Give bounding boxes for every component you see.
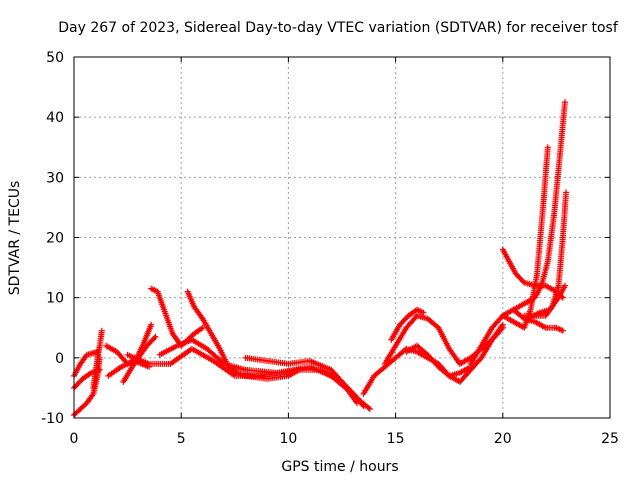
y-tick-label: 50 [46, 50, 64, 66]
x-tick-label: 20 [494, 431, 512, 447]
data-points [71, 99, 570, 418]
series-arc-t [510, 99, 568, 313]
series-markers [90, 327, 105, 391]
series-arc-s [499, 144, 551, 331]
series-arc-f [120, 321, 155, 385]
series-arc-o [388, 306, 427, 343]
series-arc-j [184, 288, 303, 382]
y-axis-label: SDTVAR / TECUs [7, 181, 23, 296]
x-tick-label: 10 [279, 431, 297, 447]
series-markers [184, 288, 303, 382]
series-arc-l [242, 354, 361, 406]
x-tick-label: 25 [601, 431, 619, 447]
y-tick-label: 20 [46, 231, 64, 247]
series-arc-g [105, 357, 153, 379]
y-tick-label: 30 [46, 170, 64, 186]
series-markers [242, 354, 361, 406]
series-markers [499, 144, 551, 331]
chart-title: Day 267 of 2023, Sidereal Day-to-day VTE… [58, 20, 619, 36]
x-tick-label: 0 [70, 431, 79, 447]
y-axis-ticks: -10 0 10 20 30 40 50 [41, 50, 610, 427]
grid [74, 57, 610, 418]
y-tick-label: 40 [46, 110, 64, 126]
series-markers [525, 282, 568, 322]
series-markers [105, 357, 153, 379]
series-markers [360, 345, 474, 397]
x-tick-label: 15 [387, 431, 405, 447]
series-arc-d [90, 327, 105, 391]
series-arc-h [148, 285, 206, 349]
series-markers [510, 99, 568, 313]
series-markers [148, 285, 206, 349]
x-axis-label: GPS time / hours [281, 459, 398, 475]
x-tick-label: 5 [177, 431, 186, 447]
y-tick-label: 0 [55, 351, 64, 367]
series-markers [388, 306, 427, 343]
y-tick-label: -10 [41, 411, 64, 427]
y-tick-label: 10 [46, 291, 64, 307]
series-arc-v [525, 282, 568, 322]
series-markers [403, 321, 506, 385]
series-markers [120, 321, 155, 385]
series-arc-p [403, 321, 506, 385]
x-axis-ticks: 0 5 10 15 20 25 [70, 57, 619, 447]
series-arc-m [360, 345, 474, 397]
